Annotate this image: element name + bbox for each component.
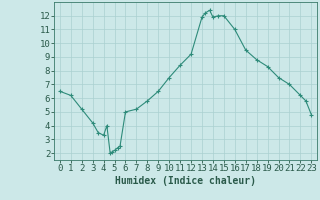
- X-axis label: Humidex (Indice chaleur): Humidex (Indice chaleur): [115, 176, 256, 186]
